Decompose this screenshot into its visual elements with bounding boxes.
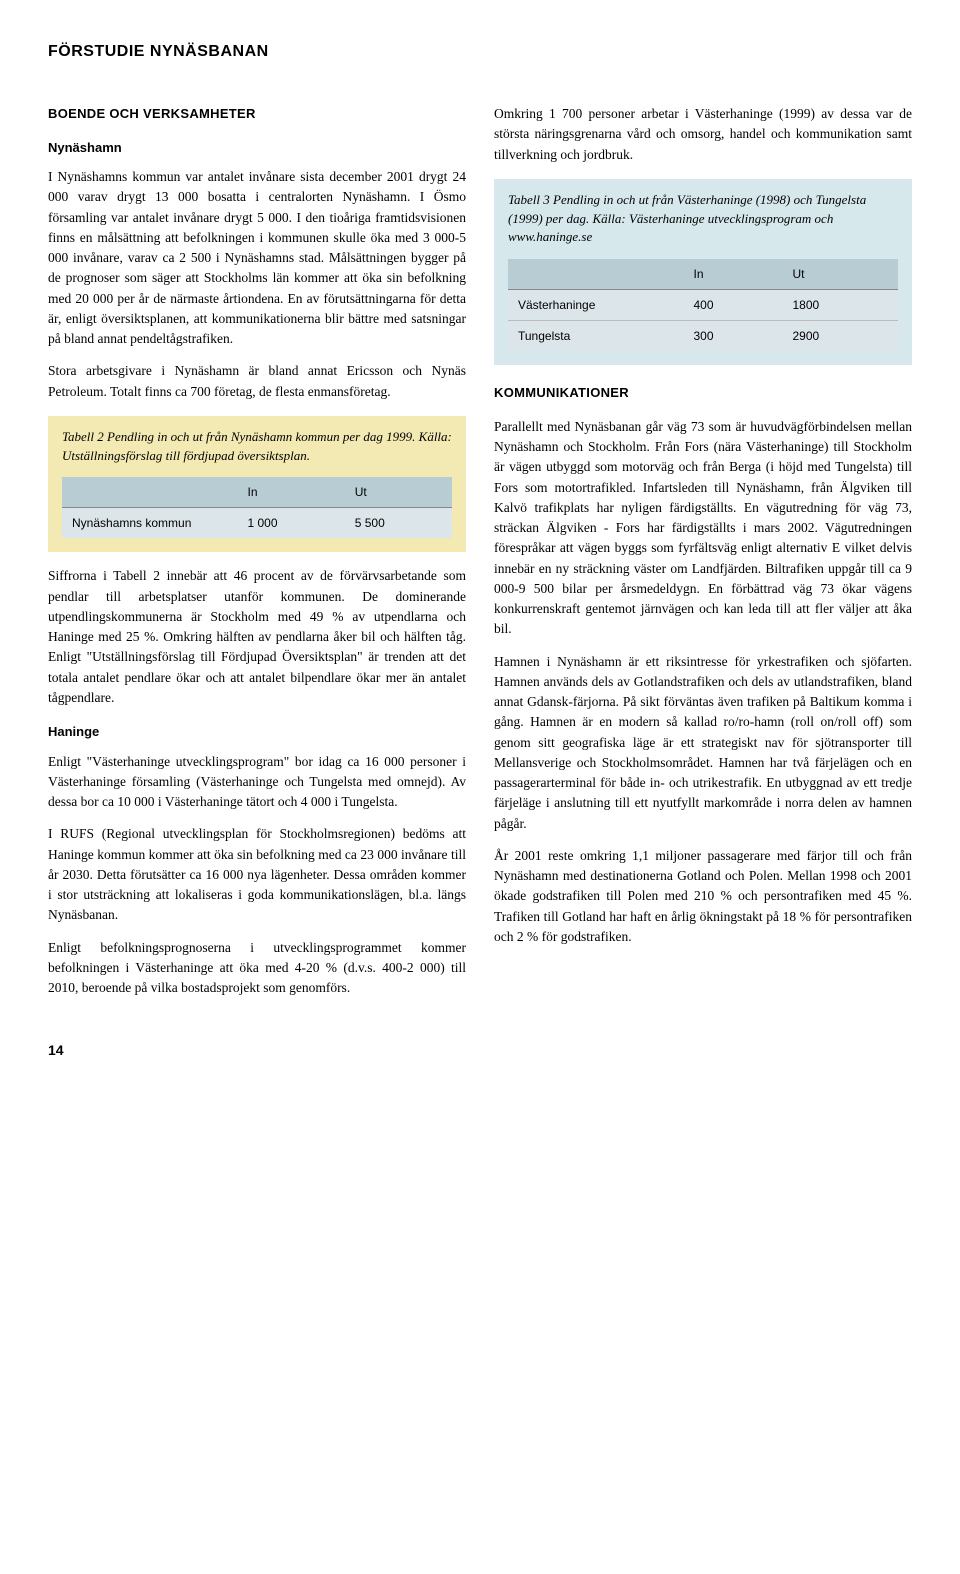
body-paragraph: Hamnen i Nynäshamn är ett riksintresse f…	[494, 652, 912, 834]
body-paragraph: Omkring 1 700 personer arbetar i Västerh…	[494, 104, 912, 165]
table2-caption: Tabell 2 Pendling in och ut från Nynäsha…	[62, 428, 452, 466]
page-number: 14	[48, 1040, 912, 1061]
table-row: Nynäshamns kommun 1 000 5 500	[62, 508, 452, 539]
table2-r1-ut: 5 500	[345, 508, 452, 539]
table3-r1-in: 400	[684, 290, 783, 321]
right-column: Omkring 1 700 personer arbetar i Västerh…	[494, 104, 912, 1010]
table2-r1-label: Nynäshamns kommun	[62, 508, 238, 539]
body-paragraph: Enligt befolkningsprognoserna i utveckli…	[48, 938, 466, 999]
table3-r1-label: Västerhaninge	[508, 290, 684, 321]
table3: In Ut Västerhaninge 400 1800 Tungelsta 3…	[508, 259, 898, 351]
page-header: FÖRSTUDIE NYNÄSBANAN	[48, 40, 912, 64]
table2-box: Tabell 2 Pendling in och ut från Nynäsha…	[48, 416, 466, 553]
table2: In Ut Nynäshamns kommun 1 000 5 500	[62, 477, 452, 538]
subhead-nynashamn: Nynäshamn	[48, 138, 466, 158]
table3-caption: Tabell 3 Pendling in och ut från Västerh…	[508, 191, 898, 248]
body-paragraph: Parallellt med Nynäsbanan går väg 73 som…	[494, 417, 912, 640]
two-column-layout: BOENDE OCH VERKSAMHETER Nynäshamn I Nynä…	[48, 104, 912, 1010]
section-title-boende: BOENDE OCH VERKSAMHETER	[48, 104, 466, 124]
table2-r1-in: 1 000	[238, 508, 345, 539]
table3-head-blank	[508, 259, 684, 290]
body-paragraph: Siffrorna i Tabell 2 innebär att 46 proc…	[48, 566, 466, 708]
body-paragraph: Stora arbetsgivare i Nynäshamn är bland …	[48, 361, 466, 402]
table3-head-ut: Ut	[783, 259, 899, 290]
section-title-kommunikationer: KOMMUNIKATIONER	[494, 383, 912, 403]
subhead-haninge: Haninge	[48, 722, 466, 742]
body-paragraph: I Nynäshamns kommun var antalet invånare…	[48, 167, 466, 349]
table2-head-in: In	[238, 477, 345, 508]
table3-head-in: In	[684, 259, 783, 290]
body-paragraph: År 2001 reste omkring 1,1 miljoner passa…	[494, 846, 912, 947]
table3-r1-ut: 1800	[783, 290, 899, 321]
table3-r2-ut: 2900	[783, 321, 899, 352]
table2-head-blank	[62, 477, 238, 508]
body-paragraph: I RUFS (Regional utvecklingsplan för Sto…	[48, 824, 466, 925]
table3-r2-label: Tungelsta	[508, 321, 684, 352]
table3-box: Tabell 3 Pendling in och ut från Västerh…	[494, 179, 912, 366]
table-row: Västerhaninge 400 1800	[508, 290, 898, 321]
body-paragraph: Enligt "Västerhaninge utvecklingsprogram…	[48, 752, 466, 813]
table3-r2-in: 300	[684, 321, 783, 352]
table2-head-ut: Ut	[345, 477, 452, 508]
table-row: Tungelsta 300 2900	[508, 321, 898, 352]
left-column: BOENDE OCH VERKSAMHETER Nynäshamn I Nynä…	[48, 104, 466, 1010]
